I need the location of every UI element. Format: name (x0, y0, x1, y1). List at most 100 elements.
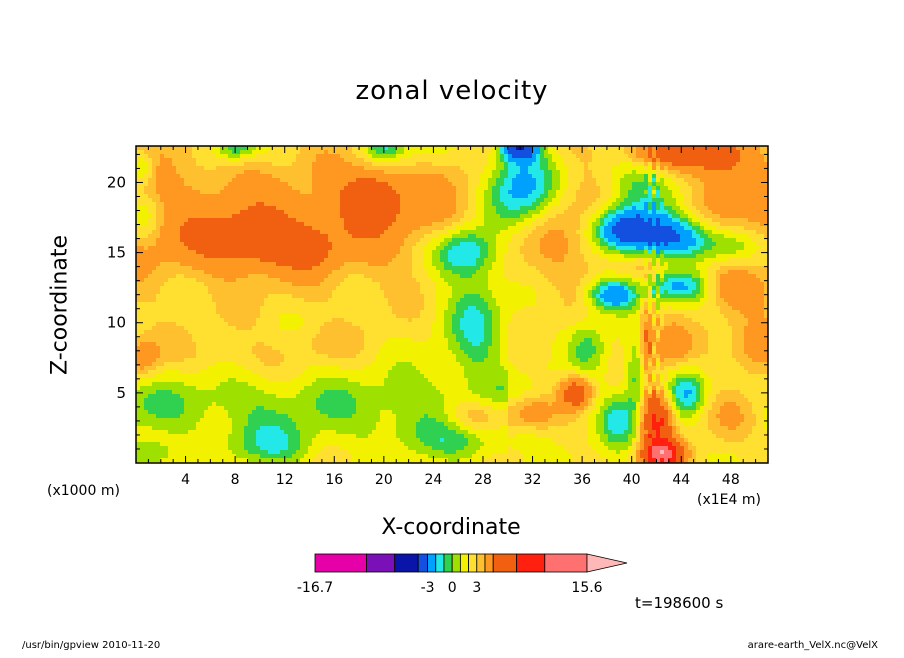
field-cell (200, 262, 205, 267)
field-cell (600, 198, 605, 203)
field-cell (628, 158, 633, 163)
field-cell (716, 214, 721, 219)
field-cell (708, 238, 713, 243)
field-cell (744, 222, 749, 227)
field-cell (736, 166, 741, 171)
field-cell (476, 234, 481, 239)
field-cell (748, 158, 753, 163)
field-cell (688, 166, 693, 171)
field-cell (436, 210, 441, 215)
field-cell (216, 242, 221, 247)
field-cell (744, 254, 749, 259)
field-cell (340, 234, 345, 239)
field-cell (672, 250, 677, 255)
field-cell (184, 214, 189, 219)
field-cell (412, 206, 417, 211)
field-cell (248, 258, 253, 263)
field-cell (456, 238, 461, 243)
field-cell (144, 258, 149, 263)
field-cell (168, 250, 173, 255)
field-cell (704, 234, 709, 239)
field-cell (440, 270, 445, 275)
field-cell (220, 266, 225, 271)
field-cell (556, 258, 561, 263)
field-cell (176, 178, 181, 183)
field-cell (644, 186, 649, 191)
field-cell (332, 178, 337, 183)
field-cell (280, 170, 285, 175)
field-cell (208, 150, 213, 155)
field-cell (392, 238, 397, 243)
field-cell (624, 146, 629, 151)
field-cell (596, 230, 601, 235)
field-cell (420, 226, 425, 231)
field-cell (256, 214, 261, 219)
field-cell (624, 178, 629, 183)
field-cell (492, 198, 497, 203)
field-cell (508, 146, 513, 151)
field-cell (516, 222, 521, 227)
field-cell (736, 198, 741, 203)
field-cell (736, 206, 741, 211)
field-cell (704, 206, 709, 211)
field-cell (272, 218, 277, 223)
field-cell (540, 202, 545, 207)
field-cell (216, 154, 221, 159)
field-cell (560, 262, 565, 267)
field-cell (596, 194, 601, 199)
field-cell (436, 226, 441, 231)
field-cell (444, 262, 449, 267)
field-cell (680, 262, 685, 267)
field-cell (608, 262, 613, 267)
field-cell (692, 210, 697, 215)
field-cell (260, 190, 265, 195)
field-cell (180, 186, 185, 191)
field-cell (324, 266, 329, 271)
field-cell (376, 210, 381, 215)
field-cell (428, 206, 433, 211)
field-cell (476, 154, 481, 159)
field-cell (672, 150, 677, 155)
field-cell (732, 202, 737, 207)
field-cell (648, 174, 653, 179)
field-cell (712, 218, 717, 223)
field-cell (636, 174, 641, 179)
field-cell (496, 206, 501, 211)
field-cell (404, 226, 409, 231)
field-cell (136, 186, 141, 191)
field-cell (232, 202, 237, 207)
field-cell (140, 190, 145, 195)
field-cell (476, 206, 481, 211)
field-cell (404, 166, 409, 171)
field-cell (332, 214, 337, 219)
field-cell (460, 190, 465, 195)
field-cell (276, 150, 281, 155)
field-cell (548, 178, 553, 183)
field-cell (724, 174, 729, 179)
field-cell (652, 250, 657, 255)
field-cell (428, 150, 433, 155)
field-cell (560, 186, 565, 191)
field-cell (228, 174, 233, 179)
field-cell (516, 162, 521, 167)
field-cell (592, 154, 597, 159)
field-cell (188, 234, 193, 239)
field-cell (700, 238, 705, 243)
field-cell (460, 246, 465, 251)
field-cell (484, 234, 489, 239)
field-cell (600, 214, 605, 219)
field-cell (448, 158, 453, 163)
field-cell (508, 226, 513, 231)
field-cell (512, 146, 517, 151)
field-cell (144, 182, 149, 187)
field-cell (588, 226, 593, 231)
field-cell (336, 214, 341, 219)
field-cell (144, 166, 149, 171)
field-cell (524, 194, 529, 199)
field-cell (236, 226, 241, 231)
field-cell (472, 250, 477, 255)
field-cell (152, 254, 157, 259)
field-cell (580, 210, 585, 215)
field-cell (660, 258, 665, 263)
field-cell (648, 258, 653, 263)
